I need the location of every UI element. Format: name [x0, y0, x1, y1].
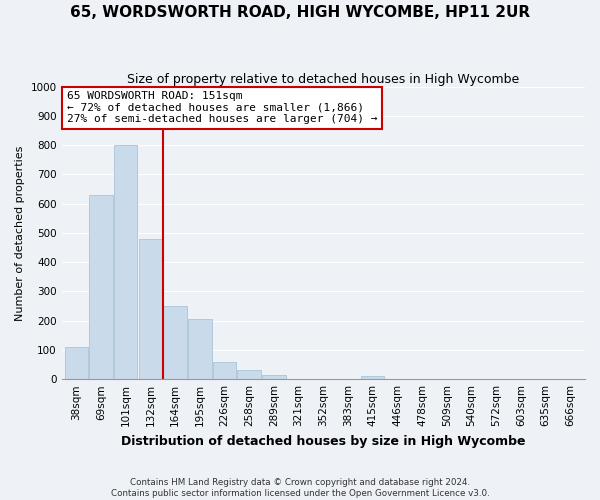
Title: Size of property relative to detached houses in High Wycombe: Size of property relative to detached ho…	[127, 72, 520, 86]
Bar	[213, 362, 236, 379]
Text: 65 WORDSWORTH ROAD: 151sqm
← 72% of detached houses are smaller (1,866)
27% of s: 65 WORDSWORTH ROAD: 151sqm ← 72% of deta…	[67, 91, 377, 124]
Bar	[361, 376, 385, 379]
Bar	[114, 145, 137, 379]
Bar	[238, 370, 261, 379]
Text: Contains HM Land Registry data © Crown copyright and database right 2024.
Contai: Contains HM Land Registry data © Crown c…	[110, 478, 490, 498]
Bar	[163, 306, 187, 379]
Bar	[188, 319, 212, 379]
Bar	[139, 239, 162, 379]
Text: 65, WORDSWORTH ROAD, HIGH WYCOMBE, HP11 2UR: 65, WORDSWORTH ROAD, HIGH WYCOMBE, HP11 …	[70, 5, 530, 20]
Y-axis label: Number of detached properties: Number of detached properties	[15, 145, 25, 320]
Bar	[262, 375, 286, 379]
Bar	[89, 195, 113, 379]
Bar	[65, 347, 88, 379]
X-axis label: Distribution of detached houses by size in High Wycombe: Distribution of detached houses by size …	[121, 434, 526, 448]
